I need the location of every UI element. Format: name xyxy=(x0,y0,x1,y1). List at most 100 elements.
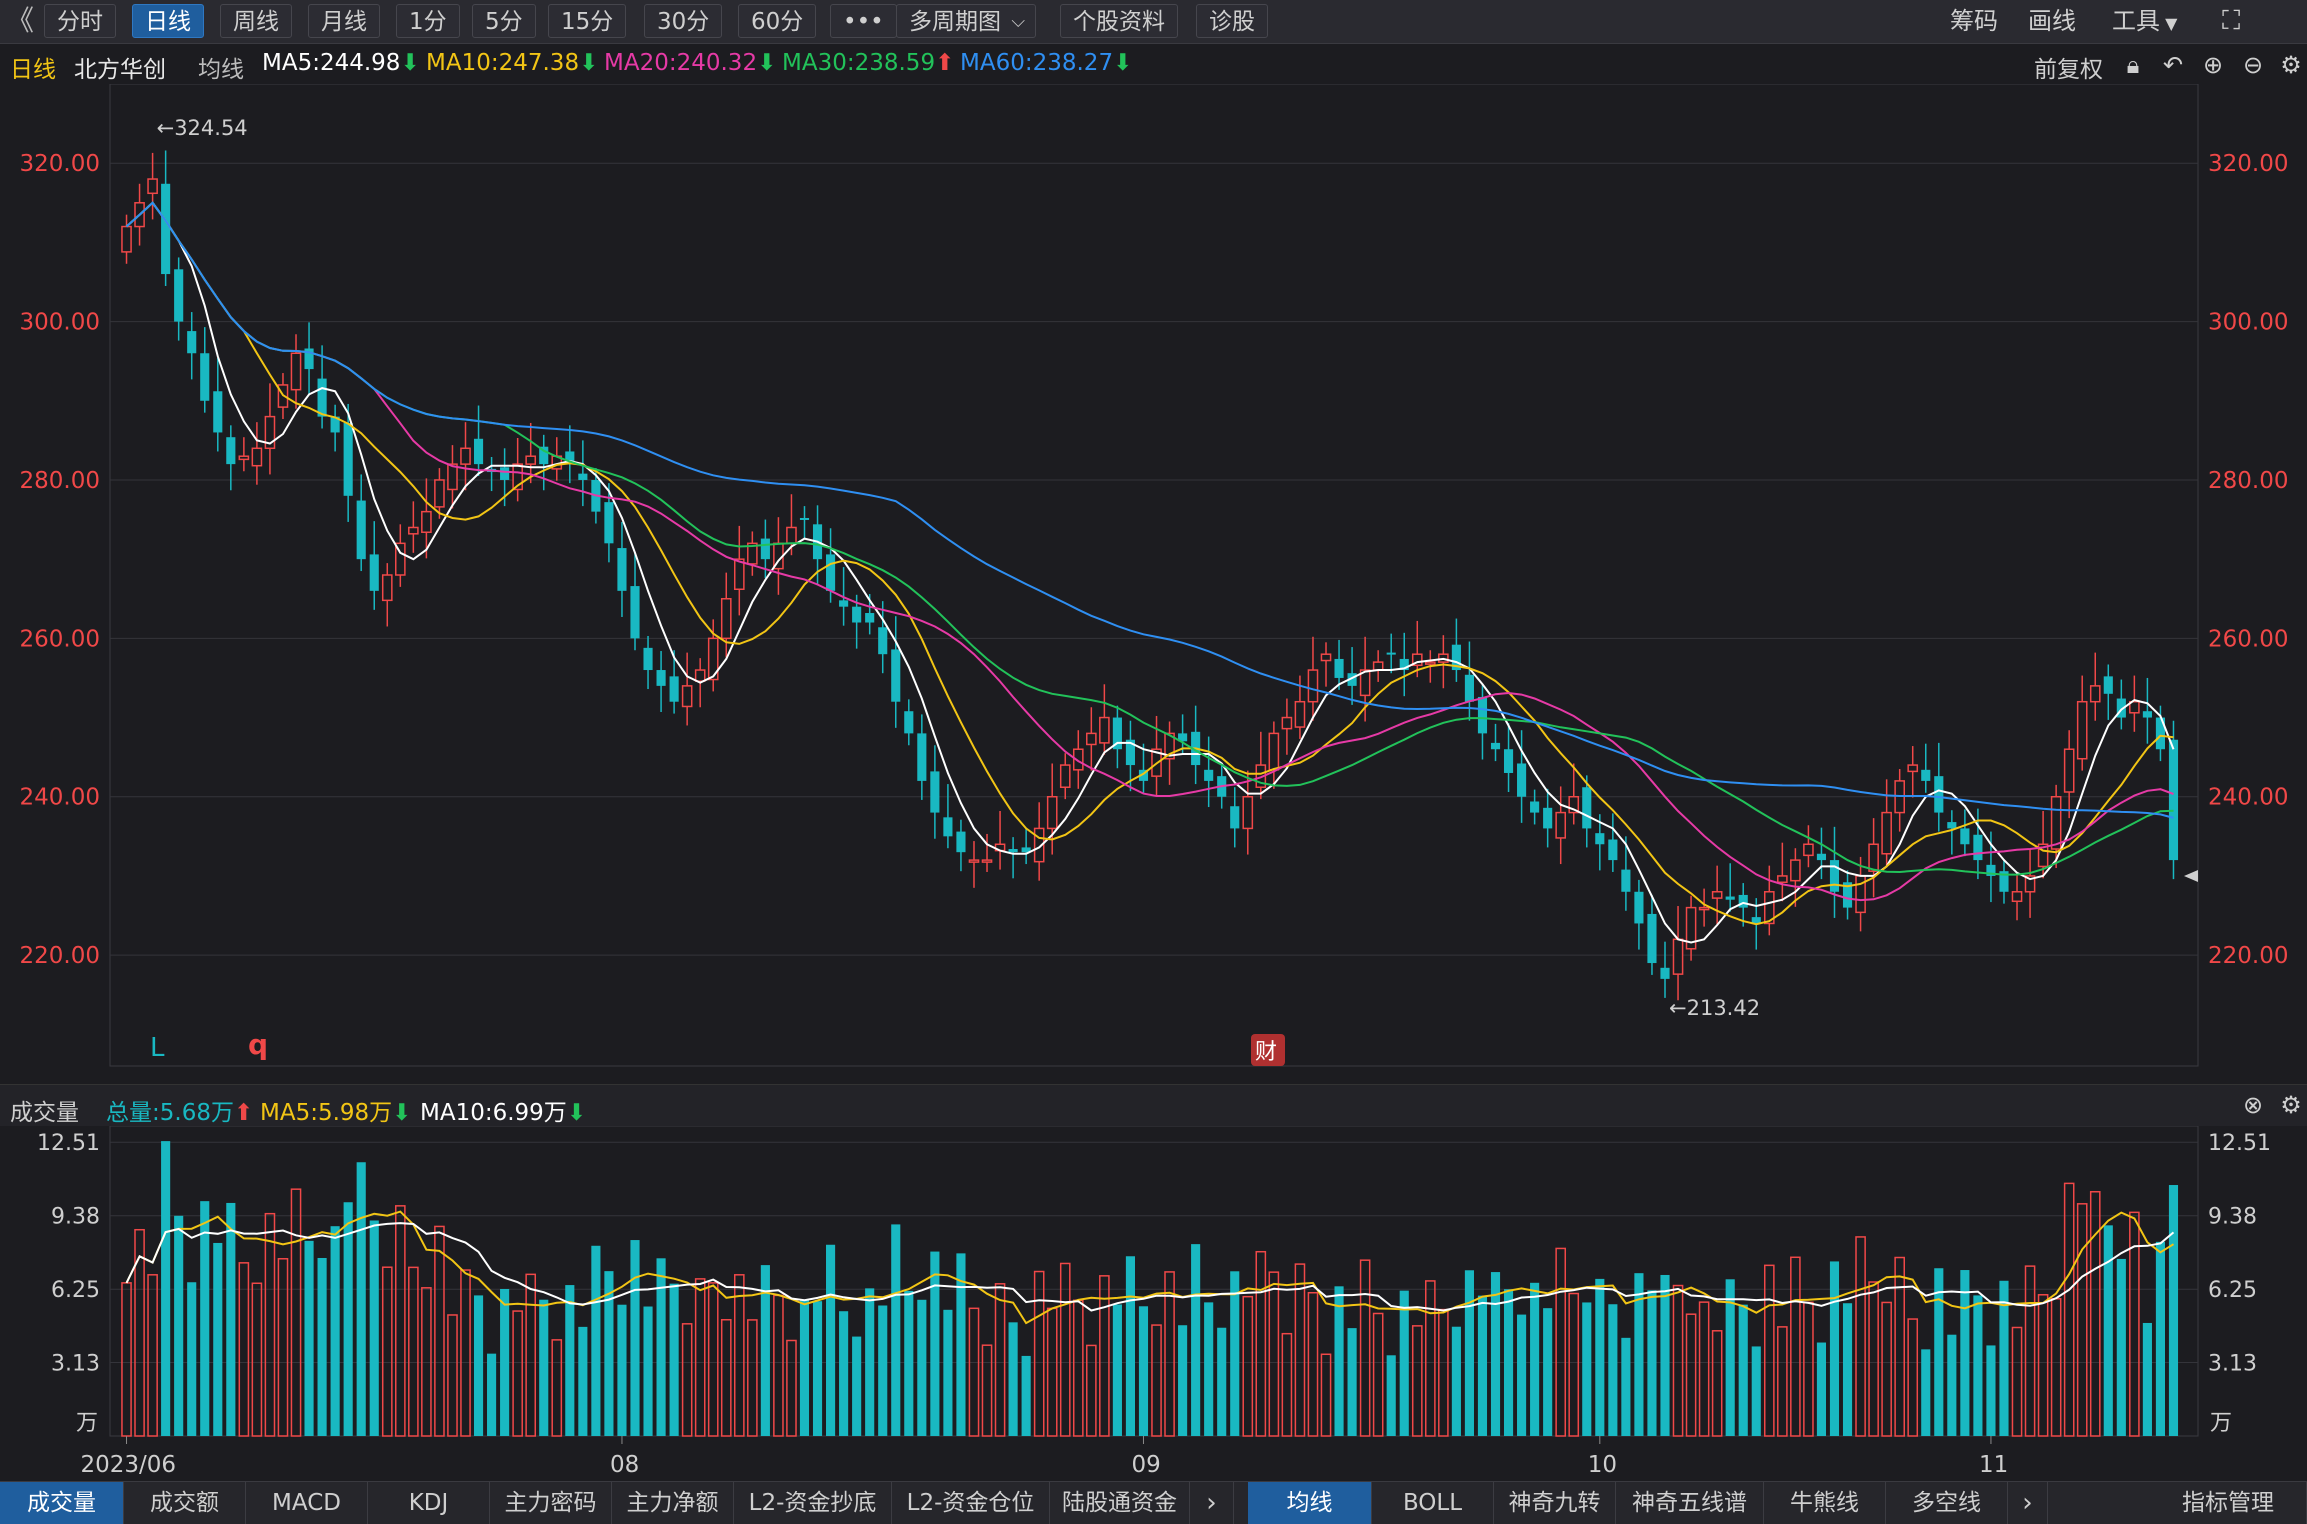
collapse-left-icon[interactable]: 《 xyxy=(6,4,35,37)
lock-icon[interactable]: 🔒︎ xyxy=(2126,51,2140,79)
volume-bar-up xyxy=(1894,1256,1905,1437)
candle-body-up xyxy=(1425,661,1436,665)
ma-label[interactable]: 均线 xyxy=(198,57,244,83)
volume-bar-down xyxy=(1582,1302,1592,1436)
volume-bar-up xyxy=(512,1310,523,1437)
volume-bar-down xyxy=(904,1290,914,1436)
volume-bar-up xyxy=(1359,1259,1371,1437)
volume-bar-down xyxy=(1999,1280,2009,1436)
tab-weekly[interactable]: 周线 xyxy=(220,4,292,38)
arrow-down-icon: ⬇ xyxy=(566,1100,587,1126)
fullscreen-icon[interactable]: ⛶ xyxy=(2222,6,2241,36)
gear-icon[interactable]: ⚙ xyxy=(2280,1091,2302,1119)
tab-1min[interactable]: 1分 xyxy=(396,4,460,38)
tab-boll[interactable]: BOLL xyxy=(1372,1482,1494,1524)
candle-body-down xyxy=(839,600,849,607)
tab-l2-position[interactable]: L2-资金仓位 xyxy=(892,1482,1050,1524)
candle-body-down xyxy=(369,554,379,591)
volume-bar-up xyxy=(2089,1191,2101,1437)
candle-body-up xyxy=(251,447,263,467)
volume-bar-up xyxy=(1711,1330,1723,1437)
volume-y-tick-left: 6.25 xyxy=(51,1278,100,1303)
candle-body-up xyxy=(694,669,706,682)
tab-30min[interactable]: 30分 xyxy=(644,4,723,38)
volume-bar-up xyxy=(134,1228,145,1437)
volume-y-tick-left: 3.13 xyxy=(51,1351,100,1376)
volume-bar-down xyxy=(161,1141,171,1436)
candle-body-up xyxy=(525,455,537,465)
tab-turnover[interactable]: 成交额 xyxy=(124,1482,246,1524)
ma10-line xyxy=(125,201,2174,926)
tab-volume[interactable]: 成交量 xyxy=(0,1482,124,1524)
close-icon[interactable]: ⊗ xyxy=(2242,1091,2264,1119)
gear-icon[interactable]: ⚙ xyxy=(2280,51,2302,79)
indicator-manage-button[interactable]: 指标管理 xyxy=(2150,1482,2307,1524)
tab-northbound[interactable]: 陆股通资金 xyxy=(1050,1482,1190,1524)
candle-body-up xyxy=(1763,891,1775,925)
tab-monthly[interactable]: 月线 xyxy=(308,4,380,38)
tab-macd[interactable]: MACD xyxy=(246,1482,368,1524)
price-y-axis-right: 320.00 300.00 280.00 260.00 240.00 220.00 xyxy=(2208,151,2288,969)
tab-15min[interactable]: 15分 xyxy=(548,4,627,38)
candle-body-down xyxy=(956,831,966,853)
candle-body-down xyxy=(1582,787,1592,829)
tab-magic-five[interactable]: 神奇五线谱 xyxy=(1616,1482,1764,1524)
adjust-mode-button[interactable]: 前复权 xyxy=(2034,57,2103,83)
financial-report-marker[interactable] xyxy=(1251,1034,1285,1066)
tab-main-force-net[interactable]: 主力净额 xyxy=(612,1482,734,1524)
chevron-right-icon[interactable]: › xyxy=(1190,1482,1234,1524)
candle-body-up xyxy=(1685,906,1697,950)
tab-kdj[interactable]: KDJ xyxy=(368,1482,490,1524)
tab-magic-nine[interactable]: 神奇九转 xyxy=(1494,1482,1616,1524)
chips-button[interactable]: 筹码 xyxy=(1950,7,1998,35)
volume-bar-down xyxy=(2142,1322,2152,1436)
tab-bull-bear[interactable]: 牛熊线 xyxy=(1764,1482,1886,1524)
volume-bar-down xyxy=(1751,1346,1761,1436)
candle-body-down xyxy=(500,467,510,480)
stock-profile-button[interactable]: 个股资料 xyxy=(1060,4,1178,38)
draw-line-button[interactable]: 画线 xyxy=(2028,7,2076,35)
volume-bar-down xyxy=(1816,1342,1827,1436)
chevron-right-icon[interactable]: › xyxy=(2008,1482,2048,1524)
tools-dropdown[interactable]: 工具 ▼ xyxy=(2112,4,2177,38)
tab-60min[interactable]: 60分 xyxy=(738,4,817,38)
volume-bar-down xyxy=(1934,1268,1944,1436)
candle-body-down xyxy=(1204,769,1214,781)
volume-bar-up xyxy=(1164,1271,1175,1437)
tab-minute[interactable]: 分时 xyxy=(44,4,116,38)
volume-bar-down xyxy=(799,1300,810,1436)
arrow-down-icon: ⬇ xyxy=(400,50,420,76)
candle-body-up xyxy=(1307,669,1319,703)
volume-bar-up xyxy=(1672,1284,1684,1437)
diagnose-button[interactable]: 诊股 xyxy=(1196,4,1268,38)
zoom-in-icon[interactable]: ⊕ xyxy=(2202,51,2224,79)
volume-bar-up xyxy=(1777,1326,1788,1437)
tab-daily[interactable]: 日线 xyxy=(132,4,204,38)
undo-icon[interactable]: ↶ xyxy=(2162,51,2184,79)
candle-body-down xyxy=(1543,807,1553,829)
zoom-out-icon[interactable]: ⊖ xyxy=(2242,51,2264,79)
marker-q[interactable]: q xyxy=(248,1028,268,1061)
candle-body-down xyxy=(2103,676,2113,694)
volume-title[interactable]: 成交量 xyxy=(10,1100,79,1126)
candle-body-up xyxy=(1698,906,1710,911)
volume-bar-up xyxy=(1763,1264,1775,1437)
tab-ma[interactable]: 均线 xyxy=(1248,1482,1372,1524)
marker-l[interactable]: L xyxy=(150,1033,165,1063)
candle-body-down xyxy=(343,422,353,496)
candle-body-up xyxy=(2037,843,2049,868)
tab-long-short[interactable]: 多空线 xyxy=(1886,1482,2008,1524)
price-chart[interactable]: 320.00 300.00 280.00 260.00 240.00 220.00 320… xyxy=(0,84,2307,1084)
candle-body-up xyxy=(786,526,797,545)
multi-period-dropdown[interactable]: 多周期图 ⌵ xyxy=(896,4,1036,38)
volume-ma10-line xyxy=(125,1222,2175,1312)
tab-main-force-code[interactable]: 主力密码 xyxy=(490,1482,612,1524)
more-periods-button[interactable]: ••• xyxy=(830,4,897,38)
volume-bar-down xyxy=(1660,1274,1670,1436)
candle-body-down xyxy=(1660,967,1670,979)
volume-bar-up xyxy=(720,1319,732,1437)
tab-l2-bottom[interactable]: L2-资金抄底 xyxy=(734,1482,892,1524)
low-price-label: ←213.42 xyxy=(1669,996,1760,1020)
tab-5min[interactable]: 5分 xyxy=(472,4,536,38)
volume-chart[interactable]: 12.51 12.51 9.38 9.38 6.25 6.25 3.13 3.13 万 万 2… xyxy=(0,1126,2307,1481)
